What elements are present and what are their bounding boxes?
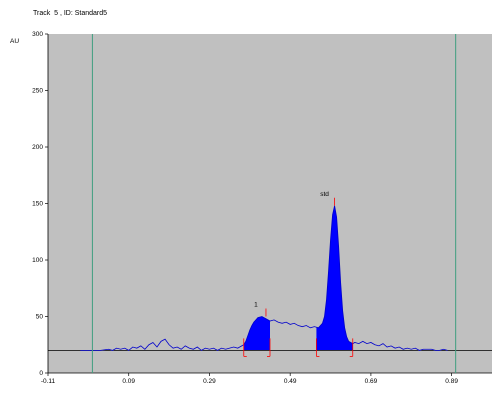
marker-layer	[91, 34, 457, 373]
label-layer: 0 50 100 150 200 250 300 -0.11 0.09 0.29 0.49 0.69 0…	[10, 31, 458, 385]
peak-area	[316, 205, 353, 351]
peak-area	[243, 316, 270, 351]
y-tick-label: 150	[32, 201, 43, 208]
peak-label: 1	[254, 302, 258, 309]
y-tick-label: 100	[32, 257, 43, 264]
chart-title: Track 5 , ID: Standard5	[33, 10, 108, 17]
signal-line	[80, 205, 448, 351]
y-tick-label: 200	[32, 144, 43, 151]
x-tick-label: -0.11	[41, 378, 56, 385]
y-tick-label: 250	[32, 88, 43, 95]
y-tick-label: 50	[36, 314, 44, 321]
x-tick-label: 0.29	[203, 378, 216, 385]
x-tick-label: 0.09	[122, 378, 135, 385]
x-tick-label: 0.89	[445, 378, 458, 385]
y-tick-label: 0	[39, 370, 43, 377]
peak-label: std	[320, 191, 329, 198]
y-axis-label: AU	[10, 38, 19, 45]
axis-layer	[45, 33, 492, 376]
x-tick-label: 0.49	[284, 378, 297, 385]
plot-area	[48, 34, 492, 373]
x-tick-label: 0.69	[365, 378, 378, 385]
y-tick-label: 300	[32, 31, 43, 38]
peak-fill-layer	[243, 205, 353, 351]
